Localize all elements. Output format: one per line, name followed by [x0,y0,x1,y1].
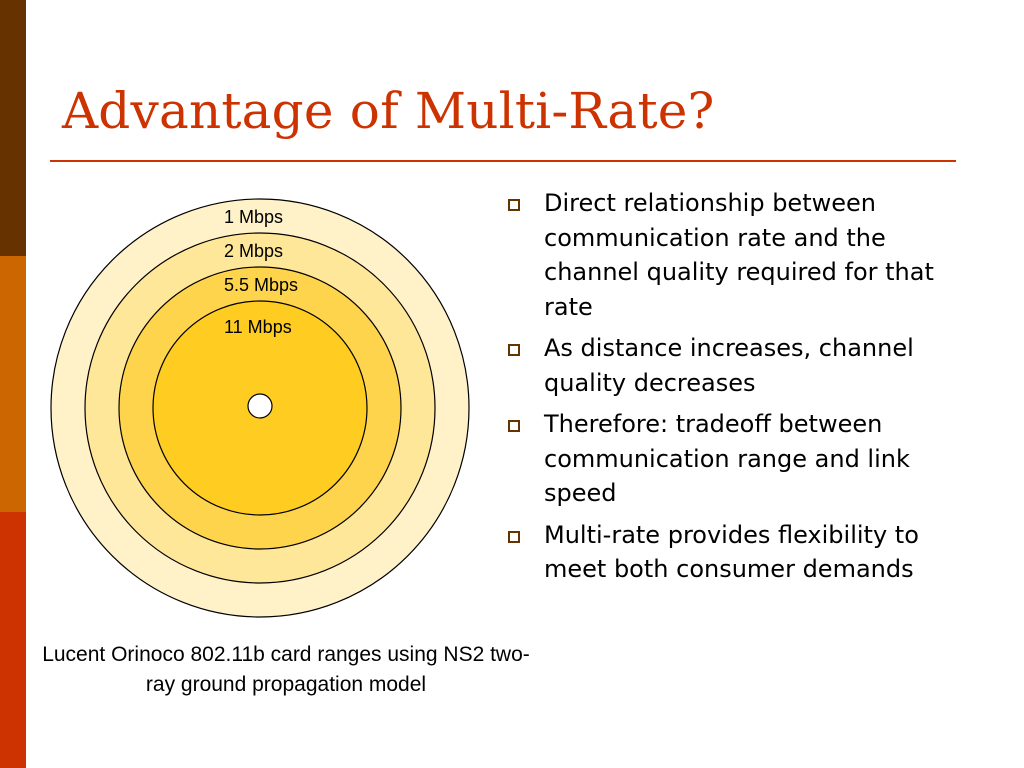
ring-label-2-mbps: 2 Mbps [224,241,283,261]
bullet-text: Therefore: tradeoff between communicatio… [544,410,910,507]
accent-bar-bottom [0,512,26,768]
bullet-item: Therefore: tradeoff between communicatio… [505,407,975,511]
bullet-item: Direct relationship between communicatio… [505,186,975,324]
accent-bar-middle [0,256,26,512]
bullet-item: Multi-rate provides flexibility to meet … [505,518,975,587]
ring-label-5-5-mbps: 5.5 Mbps [224,275,298,295]
square-bullet-icon [508,530,520,543]
bullet-text: As distance increases, channel quality d… [544,334,914,397]
ring-label-11-mbps: 11 Mbps [224,317,292,337]
accent-bar-top [0,0,26,256]
square-bullet-icon [508,420,520,432]
bullet-text: Multi-rate provides flexibility to meet … [544,520,919,584]
bullet-list: Direct relationship between communicatio… [505,186,975,594]
square-bullet-icon [508,199,520,211]
diagram-caption: Lucent Orinoco 802.11b card ranges using… [42,643,530,696]
bullet-item: As distance increases, channel quality d… [505,331,975,400]
range-rings-diagram: 1 Mbps 2 Mbps 5.5 Mbps 11 Mbps [50,198,470,618]
square-bullet-icon [508,344,520,356]
title-divider [50,160,956,162]
slide-title: Advantage of Multi-Rate? [62,82,715,140]
bullet-text: Direct relationship between communicatio… [544,189,934,321]
access-point-marker [247,393,273,419]
ring-label-1-mbps: 1 Mbps [224,207,283,227]
